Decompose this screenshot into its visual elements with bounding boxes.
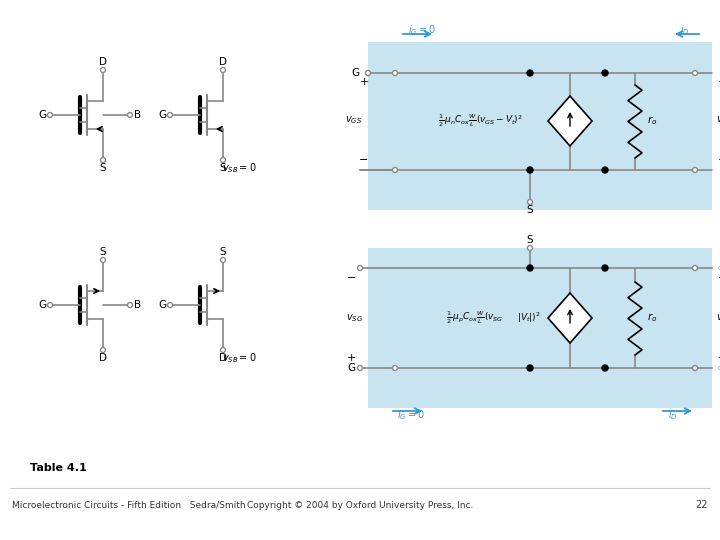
Circle shape xyxy=(693,71,698,76)
Text: B: B xyxy=(135,300,142,310)
Text: +: + xyxy=(718,77,720,87)
Circle shape xyxy=(527,365,533,371)
Circle shape xyxy=(602,167,608,173)
Text: +: + xyxy=(718,353,720,363)
Circle shape xyxy=(48,302,53,307)
Text: $r_o$: $r_o$ xyxy=(647,312,657,325)
Polygon shape xyxy=(548,293,592,343)
Circle shape xyxy=(392,167,397,172)
Circle shape xyxy=(527,265,533,271)
Circle shape xyxy=(602,365,608,371)
Text: G: G xyxy=(38,110,46,120)
Circle shape xyxy=(392,366,397,370)
Text: D: D xyxy=(99,353,107,363)
Circle shape xyxy=(101,258,106,262)
Circle shape xyxy=(101,158,106,163)
Text: $i_D$: $i_D$ xyxy=(668,408,678,422)
Circle shape xyxy=(220,348,225,353)
Text: G: G xyxy=(352,68,360,78)
Text: 22: 22 xyxy=(696,500,708,510)
Text: $v_{DS}$: $v_{DS}$ xyxy=(716,114,720,126)
Circle shape xyxy=(220,258,225,262)
Circle shape xyxy=(602,70,608,76)
Text: Table 4.1: Table 4.1 xyxy=(30,463,86,473)
Circle shape xyxy=(220,158,225,163)
Circle shape xyxy=(220,68,225,72)
Text: $i_D$: $i_D$ xyxy=(680,23,690,37)
Circle shape xyxy=(101,348,106,353)
Text: D: D xyxy=(219,353,227,363)
Text: G: G xyxy=(158,300,166,310)
Text: $v_{SB}=0$: $v_{SB}=0$ xyxy=(222,161,256,175)
Text: $v_{GS}$: $v_{GS}$ xyxy=(346,114,363,126)
Text: S: S xyxy=(527,205,534,215)
Text: S: S xyxy=(220,247,226,257)
Text: $v_{SG}$: $v_{SG}$ xyxy=(346,312,362,324)
Text: D: D xyxy=(99,57,107,67)
Text: $v_{SB}=0$: $v_{SB}=0$ xyxy=(222,351,256,365)
Circle shape xyxy=(366,71,371,76)
Circle shape xyxy=(358,266,362,271)
Text: $r_o$: $r_o$ xyxy=(647,114,657,127)
Text: Microelectronic Circuits - Fifth Edition   Sedra/Smith: Microelectronic Circuits - Fifth Edition… xyxy=(12,501,246,510)
Text: S: S xyxy=(220,163,226,173)
Circle shape xyxy=(127,302,132,307)
Text: G: G xyxy=(348,363,356,373)
Circle shape xyxy=(693,167,698,172)
Text: G: G xyxy=(38,300,46,310)
Bar xyxy=(368,42,712,210)
Circle shape xyxy=(168,302,173,307)
Text: $i_G = 0$: $i_G = 0$ xyxy=(408,23,436,37)
Text: D: D xyxy=(219,57,227,67)
Circle shape xyxy=(527,70,533,76)
Text: B: B xyxy=(135,110,142,120)
Text: S: S xyxy=(99,163,107,173)
Circle shape xyxy=(693,266,698,271)
Text: Copyright © 2004 by Oxford University Press, Inc.: Copyright © 2004 by Oxford University Pr… xyxy=(247,501,473,510)
Text: G: G xyxy=(158,110,166,120)
Text: $\frac{1}{2}\,\mu_p C_{ox}\frac{W}{L}(v_{SG}$: $\frac{1}{2}\,\mu_p C_{ox}\frac{W}{L}(v_… xyxy=(446,309,504,326)
Circle shape xyxy=(127,112,132,118)
Circle shape xyxy=(101,68,106,72)
Text: o: o xyxy=(718,365,720,371)
Polygon shape xyxy=(548,96,592,146)
Text: S: S xyxy=(527,235,534,245)
Circle shape xyxy=(392,71,397,76)
Text: o: o xyxy=(718,265,720,271)
Circle shape xyxy=(602,265,608,271)
Text: $v_{SD}$: $v_{SD}$ xyxy=(716,312,720,324)
Text: $\frac{1}{2}\,\mu_n C_{ox}\frac{W}{L}(v_{GS}-V_t)^2$: $\frac{1}{2}\,\mu_n C_{ox}\frac{W}{L}(v_… xyxy=(438,113,523,129)
Text: −: − xyxy=(359,155,369,165)
Text: $|V_t|)^2$: $|V_t|)^2$ xyxy=(517,311,541,325)
Text: −: − xyxy=(718,273,720,283)
Circle shape xyxy=(48,112,53,118)
Text: $i_G = 0$: $i_G = 0$ xyxy=(397,408,425,422)
Circle shape xyxy=(168,112,173,118)
Circle shape xyxy=(528,199,533,205)
Text: +: + xyxy=(346,353,356,363)
Text: −: − xyxy=(346,273,356,283)
Text: S: S xyxy=(99,247,107,257)
Text: +: + xyxy=(359,77,369,87)
Circle shape xyxy=(527,167,533,173)
Circle shape xyxy=(528,246,533,251)
Circle shape xyxy=(358,366,362,370)
Text: −: − xyxy=(718,155,720,165)
Circle shape xyxy=(693,366,698,370)
Bar xyxy=(368,248,712,408)
